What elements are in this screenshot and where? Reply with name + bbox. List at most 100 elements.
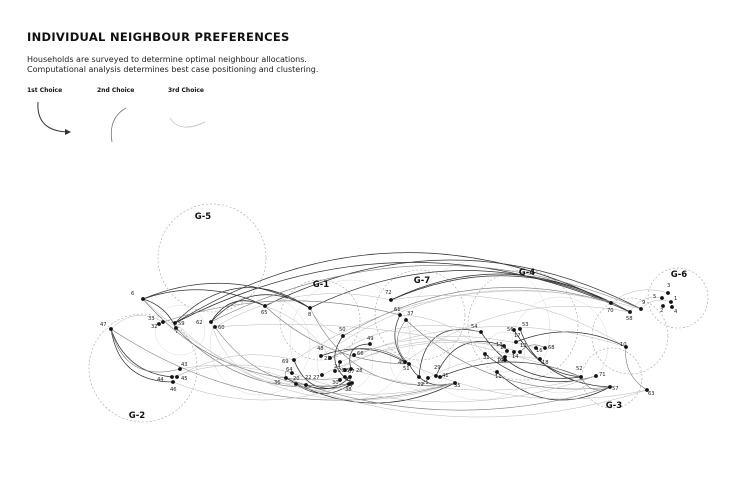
group-label-g-3: G-3 [606,401,623,411]
link-27-to-13 [321,341,505,376]
household-node-45 [175,375,179,379]
link-72-to-58 [390,275,631,313]
household-node-2 [661,304,665,308]
link-26-to-12 [334,340,521,372]
household-label-61: 61 [394,307,401,313]
page-title: INDIVIDUAL NEIGHBOUR PREFERENCES [27,30,290,44]
household-node-56 [512,328,516,332]
link-10-to-63 [625,346,648,391]
household-label-46: 46 [170,387,177,393]
link-28-to-71 [350,368,597,391]
group-label-g-1: G-1 [313,280,330,290]
household-node-53 [518,327,522,331]
group-boundary-6 [279,279,361,361]
link-51-to-58 [404,305,631,363]
household-label-4: 4 [674,309,678,315]
household-label-18: 18 [542,360,549,366]
household-node-8 [308,306,312,310]
household-node-58 [628,310,632,314]
household-node-13 [502,344,506,348]
group-label-g-4: G-4 [519,268,536,278]
household-label-32: 32 [151,324,158,330]
household-label-43: 43 [181,362,188,368]
household-label-14: 14 [512,354,519,360]
household-label-31: 31 [483,355,490,361]
household-node-19 [503,358,507,362]
link-61-to-31 [399,314,486,355]
household-node-21 [426,376,430,380]
household-node-3 [666,291,670,295]
link-65-to-9 [264,259,642,310]
household-label-55: 55 [498,357,505,363]
group-boundary-0 [157,203,267,313]
household-node-63 [645,388,649,392]
household-node-66 [352,353,356,357]
link-17-to-10 [515,331,627,348]
preference-circle-2 [511,296,609,394]
household-label-40: 40 [398,360,405,366]
household-node-69 [292,358,296,362]
household-label-12: 12 [520,343,527,349]
household-node-68 [543,346,547,350]
household-label-28: 28 [356,368,363,374]
household-node-28 [349,367,353,371]
subtitle-line-1: Households are surveyed to determine opt… [27,55,307,64]
household-node-67 [343,368,347,372]
household-label-49: 49 [367,336,374,342]
link-47-to-35 [110,328,456,401]
link-72-to-10 [390,294,627,348]
household-node-38 [347,382,351,386]
link-70-to-3 [610,289,669,304]
household-node-31 [483,352,487,356]
household-node-60 [213,325,217,329]
household-label-19: 19 [497,358,504,364]
household-node-59 [173,321,177,325]
household-node-23 [328,356,332,360]
household-label-68: 68 [548,345,555,351]
household-label-57: 57 [612,386,619,392]
household-label-48: 48 [317,346,324,352]
household-node-1 [669,300,673,304]
household-label-25: 25 [343,368,350,374]
link-21-to-18 [427,356,541,379]
household-node-72 [389,298,393,302]
legend-swatch-third-choice [169,117,206,128]
household-node-27 [320,373,324,377]
link-50-to-70 [342,287,612,337]
household-node-20 [294,382,298,386]
preference-links [110,252,672,418]
household-label-52: 52 [576,366,583,372]
household-label-56: 56 [507,327,514,333]
household-label-70: 70 [607,308,614,314]
household-label-23: 23 [324,356,331,362]
group-label-g-2: G-2 [129,411,146,421]
household-node-34 [350,381,354,385]
link-8-to-35 [309,307,456,386]
household-node-14 [512,350,516,354]
household-label-41: 41 [442,373,449,379]
household-label-11: 11 [495,374,502,380]
household-node-7 [174,326,178,330]
link-23-to-54 [329,325,482,359]
household-label-65: 65 [261,310,268,316]
group-boundary-5 [374,269,466,361]
household-node-33 [161,320,165,324]
household-node-35 [453,381,457,385]
household-label-44: 44 [157,377,164,383]
link-8-to-50 [309,307,344,337]
link-48-to-51 [320,348,406,363]
household-label-34: 34 [346,383,353,389]
household-label-45: 45 [181,376,188,382]
group-label-g-6: G-6 [671,270,688,280]
household-node-22 [304,383,308,387]
household-label-50: 50 [339,327,346,333]
household-node-15 [505,349,509,353]
link-53-to-52 [519,328,582,378]
link-20-to-63 [295,383,648,418]
household-label-38: 38 [345,387,352,393]
household-label-29: 29 [434,365,441,371]
link-12-to-68 [519,344,546,353]
link-43-to-36 [179,365,287,379]
